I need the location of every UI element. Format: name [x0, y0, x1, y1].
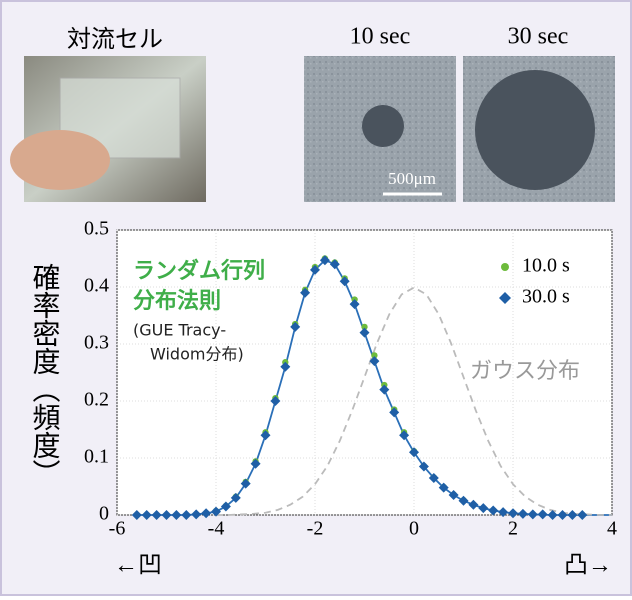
- annotation: ランダム行列: [133, 258, 265, 284]
- annotation: ガウス分布: [470, 359, 580, 384]
- x-left-label: ←凹: [114, 553, 162, 579]
- x-tick-label: 0: [409, 518, 419, 540]
- cell-title: 対流セル: [67, 25, 163, 53]
- x-tick-label: -6: [109, 518, 126, 540]
- micro-title: 30 sec: [508, 24, 569, 50]
- x-tick-label: 2: [508, 518, 518, 540]
- x-tick-label: -4: [208, 518, 225, 540]
- x-tick-label: 4: [607, 518, 617, 540]
- y-tick-label: 0: [99, 503, 109, 525]
- figure: 対流セル 10 sec 30 sec 500μm 確率密度（頻度） ←凹 凸→ …: [0, 0, 632, 596]
- x-tick-label: -2: [307, 518, 324, 540]
- micro-title: 10 sec: [350, 24, 411, 50]
- scale-label: 500μm: [388, 169, 436, 188]
- y-tick-label: 0.5: [84, 218, 109, 240]
- y-tick-label: 0.2: [84, 389, 109, 411]
- y-axis-label: 確率密度（頻度）: [29, 263, 62, 487]
- y-tick-label: 0.4: [84, 275, 109, 297]
- hand: [10, 130, 110, 190]
- legend-label: 30.0 s: [522, 286, 570, 308]
- legend-marker: [501, 263, 509, 271]
- domain-30s: [475, 70, 595, 190]
- annotation: 分布法則: [133, 288, 221, 314]
- legend-label: 10.0 s: [522, 255, 570, 277]
- annotation: (GUE Tracy-: [133, 321, 226, 340]
- x-right-label: 凸→: [564, 553, 612, 579]
- y-tick-label: 0.3: [84, 332, 109, 354]
- y-tick-label: 0.1: [84, 446, 109, 468]
- domain-10s: [362, 105, 404, 147]
- annotation: Widom分布): [150, 345, 244, 364]
